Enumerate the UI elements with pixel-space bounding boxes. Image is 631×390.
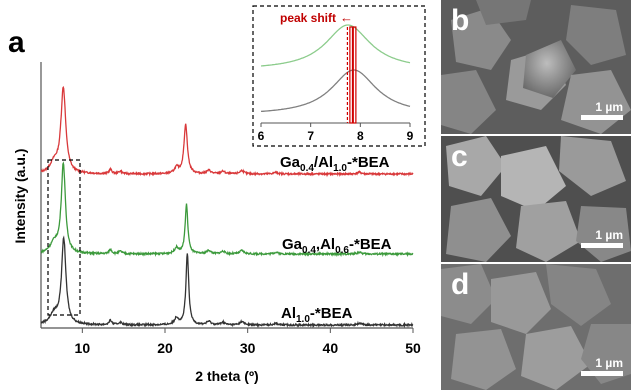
panel-label-b: b: [451, 4, 470, 37]
sem-panel-c: c 1 µm: [441, 136, 631, 262]
panel-label-a: a: [8, 26, 25, 59]
scale-bar-d: [581, 371, 623, 376]
series-label-2: Al1.0-*BEA: [281, 305, 353, 325]
inset-tick-label: 9: [407, 129, 414, 143]
series-label-1: Ga0.4,Al0.6-*BEA: [282, 236, 392, 256]
inset-x-ticks: 6 7 8 9: [258, 123, 414, 143]
series-label-0: Ga0.4/Al1.0-*BEA: [280, 154, 390, 174]
x-tick-label: 20: [157, 340, 173, 356]
sem-image-b: [441, 0, 631, 134]
scale-bar-c: [581, 243, 623, 248]
x-tick-label: 50: [405, 340, 421, 356]
sem-image-d: [441, 264, 631, 390]
inset-tick-label: 7: [307, 129, 314, 143]
x-tick-label: 40: [323, 340, 339, 356]
scale-text-d: 1 µm: [595, 356, 623, 370]
xrd-series: [40, 85, 414, 329]
inset-series-line-1: [260, 69, 411, 113]
peak-highlight-box: [47, 159, 81, 316]
panel-label-c: c: [451, 140, 468, 173]
sem-panel-d: d 1 µm: [441, 264, 631, 390]
inset-plot: 6 7 8 9 peak shift ←: [252, 5, 426, 147]
x-ticks: 10 20 30 40 50: [75, 328, 421, 356]
series-labels: Ga0.4/Al1.0-*BEA Ga0.4,Al0.6-*BEA Al1.0-*B…: [280, 154, 392, 325]
series-line-2: [40, 235, 414, 329]
scale-text-c: 1 µm: [595, 228, 623, 242]
scale-text-b: 1 µm: [595, 100, 623, 114]
x-axis-label: 2 theta (º): [195, 368, 258, 384]
series-line-0: [40, 85, 414, 178]
panel-label-d: d: [451, 268, 470, 301]
inset-arrow: ←: [340, 10, 353, 25]
x-tick-label: 10: [75, 340, 91, 356]
y-axis-label: Intensity (a.u.): [12, 149, 28, 244]
x-tick-label: 30: [240, 340, 256, 356]
inset-title: peak shift: [280, 11, 336, 25]
inset-frame: [252, 5, 426, 147]
inset-tick-label: 6: [258, 129, 265, 143]
sem-image-c: [441, 136, 631, 262]
xrd-axes: [40, 62, 413, 329]
inset-tick-label: 8: [357, 129, 364, 143]
inset-series: [260, 24, 411, 124]
scale-bar-b: [581, 115, 623, 120]
sem-panel-b: b 1 µm: [441, 0, 631, 134]
series-line-1: [40, 161, 414, 258]
inset-series-line-0: [260, 24, 411, 67]
